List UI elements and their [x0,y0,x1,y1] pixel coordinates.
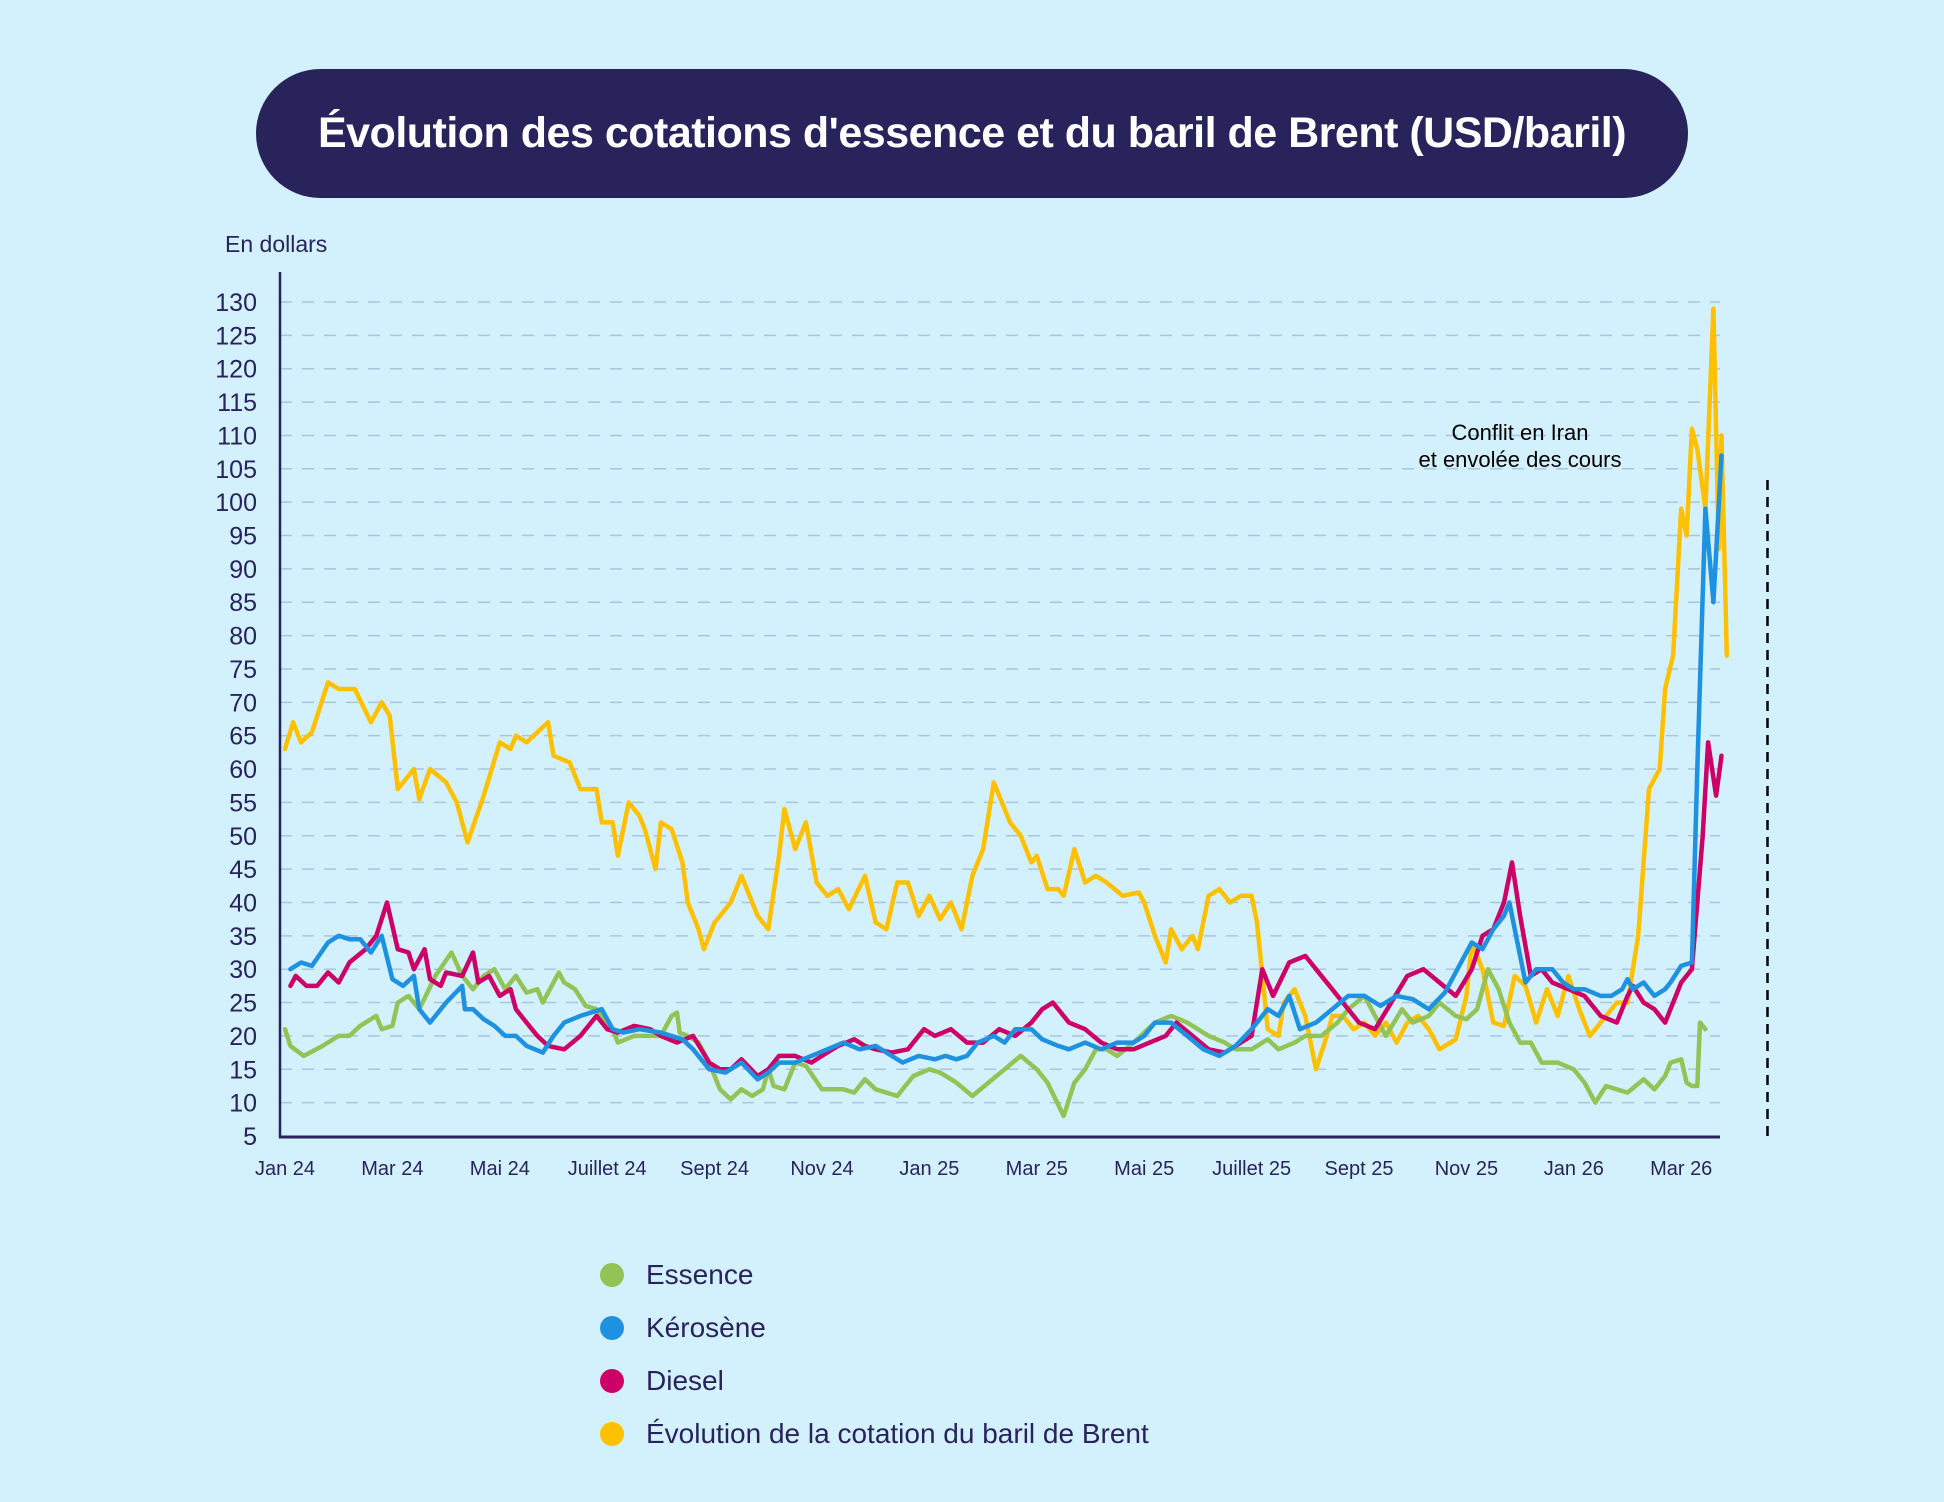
y-tick-label: 30 [229,956,257,984]
y-tick-label: 105 [215,456,257,484]
y-tick-label: 15 [229,1056,257,1084]
y-axis-label: En dollars [225,231,327,257]
legend-label: Diesel [646,1364,724,1396]
legend-dot-essence-icon [600,1262,624,1287]
legend-item-kerosene: Kérosène [600,1301,1149,1354]
legend-label: Essence [646,1258,754,1290]
legend-item-essence: Essence [600,1248,1149,1301]
x-tick-label: Mar 26 [1650,1158,1712,1180]
legend-label: Évolution de la cotation du baril de Bre… [646,1417,1149,1449]
y-tick-label: 110 [217,422,257,450]
legend-label: Kérosène [646,1311,766,1343]
annotation-text: et envolée des cours [1418,447,1621,472]
chart-title-banner: Évolution des cotations d'essence et du … [256,69,1688,198]
legend: Essence Kérosène Diesel Évolution de la … [600,1248,1149,1460]
x-tick-label: Sept 25 [1325,1158,1394,1180]
legend-dot-kerosene-icon [600,1315,624,1340]
annotation-text: Conflit en Iran [1452,420,1589,445]
x-tick-label: Jan 24 [255,1158,315,1180]
x-tick-label: Jan 26 [1544,1158,1604,1180]
y-tick-label: 115 [217,389,257,417]
y-tick-label: 45 [229,856,257,884]
x-axis-ticks: Jan 24 Mar 24 Mai 24 Juillet 24 Sept 24 Nov 2… [255,1158,1712,1180]
y-tick-label: 10 [229,1090,257,1118]
y-tick-label: 55 [229,789,257,817]
chart-title: Évolution des cotations d'essence et du … [317,109,1627,157]
y-tick-label: 95 [229,523,257,551]
x-tick-label: Jan 25 [899,1158,959,1180]
series-lines [282,306,1730,1119]
y-tick-label: 40 [229,889,257,917]
y-tick-label: 125 [215,322,257,350]
x-tick-label: Sept 24 [680,1158,749,1180]
x-tick-label: Nov 25 [1435,1158,1498,1180]
y-tick-label: 75 [229,656,257,684]
legend-item-brent: Évolution de la cotation du baril de Bre… [600,1407,1149,1460]
x-tick-label: Mai 24 [470,1158,530,1180]
x-tick-label: Mar 25 [1006,1158,1068,1180]
y-tick-label: 50 [229,823,257,851]
y-tick-label: 20 [229,1023,257,1051]
x-tick-label: Juillet 25 [1212,1158,1291,1180]
x-tick-label: Nov 24 [790,1158,853,1180]
y-tick-label: 80 [229,623,257,651]
x-tick-label: Mai 25 [1114,1158,1174,1180]
legend-dot-brent-icon [600,1421,624,1446]
y-tick-label: 70 [229,689,257,717]
y-tick-label: 5 [243,1123,257,1151]
y-tick-label: 25 [229,990,257,1018]
y-tick-label: 85 [229,589,257,617]
y-tick-label: 35 [229,923,257,951]
y-tick-label: 120 [215,356,257,384]
x-tick-label: Juillet 24 [568,1158,647,1180]
y-tick-label: 65 [229,723,257,751]
y-axis-ticks: 5 10 15 20 25 30 35 40 45 50 55 60 65 70 75 80 85 90 95 100… [215,289,257,1151]
y-tick-label: 90 [229,556,257,584]
y-tick-label: 100 [215,489,257,517]
series-line-kerosene [288,453,1724,1082]
legend-item-diesel: Diesel [600,1354,1149,1407]
y-tick-label: 60 [229,756,257,784]
series-line-essence [282,950,1708,1119]
legend-dot-diesel-icon [600,1368,624,1393]
y-tick-label: 130 [215,289,257,317]
series-line-brent [282,306,1730,1072]
x-tick-label: Mar 24 [361,1158,423,1180]
